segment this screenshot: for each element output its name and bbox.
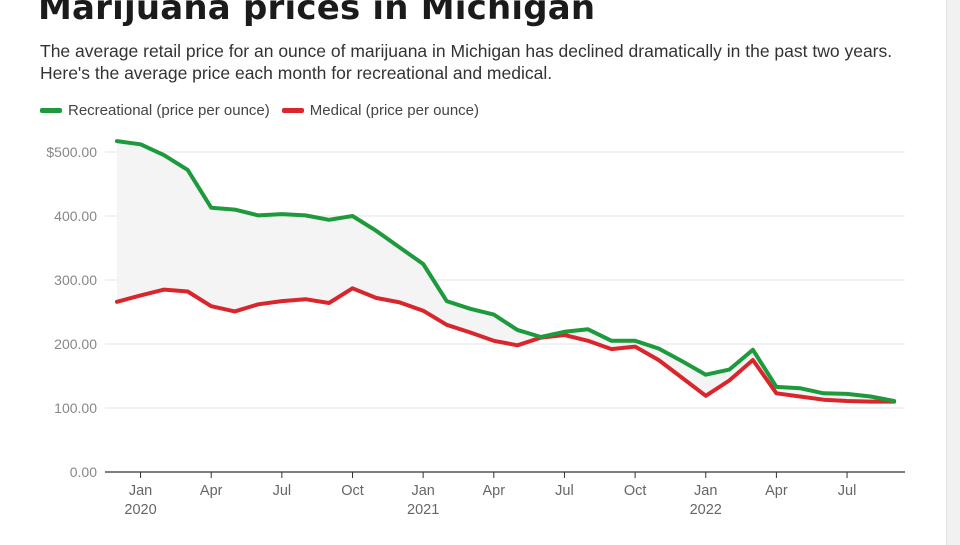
x-tick-label: Jul [273,483,292,499]
chart-title: Marijuana prices in Michigan [38,0,596,28]
area-between-series [117,141,895,402]
x-tick-label: Apr [765,483,788,499]
chart-legend: Recreational (price per ounce) Medical (… [40,102,479,119]
y-tick-label: 0.00 [70,464,97,480]
x-tick-year-label: 2021 [407,502,439,518]
y-tick-label: 400.00 [54,208,97,224]
legend-swatch-recreational [40,108,62,113]
legend-label-medical: Medical (price per ounce) [309,102,480,119]
series-line-medical [115,286,897,404]
legend-item-medical: Medical (price per ounce) [281,102,480,119]
x-tick-label: Jul [555,483,574,499]
x-tick-label: Jan [694,483,717,499]
chart-subtitle: The average retail price for an ounce of… [40,41,893,83]
legend-label-recreational: Recreational (price per ounce) [68,102,270,119]
x-tick-year-label: 2022 [690,502,722,518]
legend-swatch-medical [281,108,304,113]
x-tick-year-label: 2020 [124,502,156,518]
x-tick-label: Jan [411,483,434,499]
x-tick-label: Jan [129,483,152,499]
series-line-recreational [115,139,897,403]
right-page-edge [946,0,960,545]
x-tick-label: Apr [483,483,506,499]
x-tick-label: Jul [838,483,857,499]
legend-item-recreational: Recreational (price per ounce) [40,102,270,119]
x-tick-label: Oct [624,483,647,499]
x-tick-label: Apr [200,483,223,499]
y-tick-label: 100.00 [54,400,97,416]
y-tick-label: 200.00 [54,336,97,352]
y-tick-label: $500.00 [46,144,97,160]
y-tick-label: 300.00 [54,272,97,288]
x-tick-label: Oct [341,483,364,499]
